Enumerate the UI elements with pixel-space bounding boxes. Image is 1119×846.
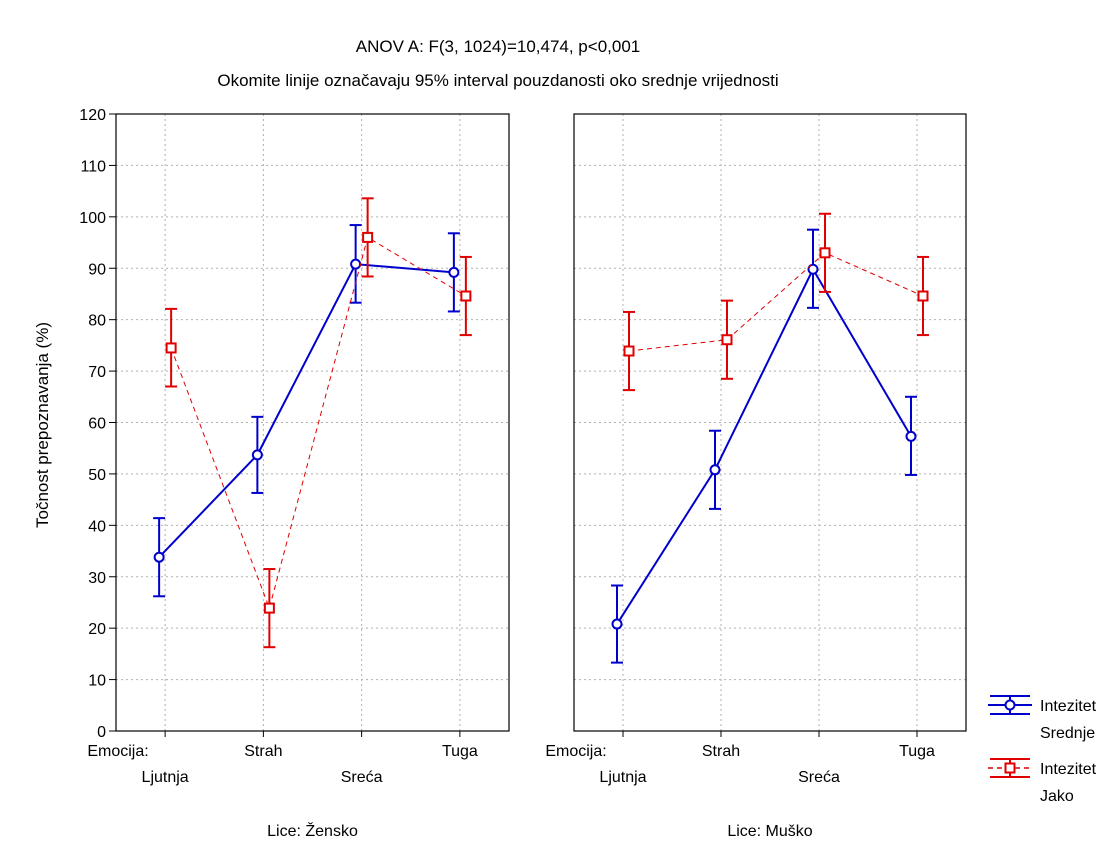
- y-tick-label: 20: [88, 621, 106, 638]
- y-tick-label: 100: [79, 210, 106, 227]
- legend-label: Jako: [1040, 788, 1074, 805]
- legend-marker: [1006, 701, 1015, 710]
- y-tick-label: 120: [79, 107, 106, 124]
- x-tick-label: Ljutnja: [599, 769, 646, 786]
- chart-subtitle: Okomite linije označavaju 95% interval p…: [217, 71, 778, 90]
- chart-title: ANOV A: F(3, 1024)=10,474, p<0,001: [356, 37, 640, 56]
- data-point: [821, 248, 830, 257]
- legend: Intezitet Srednje Intezitet Jako: [988, 696, 1097, 805]
- series-line: [159, 264, 454, 557]
- y-tick-label: 60: [88, 416, 106, 433]
- y-tick-label: 10: [88, 673, 106, 690]
- data-point: [625, 347, 634, 356]
- data-point: [723, 335, 732, 344]
- panel-1: 0 10 20 30 40 50 60 70 80 90 100 110 120 Emocija: Ljut…: [79, 107, 509, 840]
- data-point: [265, 604, 274, 613]
- panel-2: Emocija: Ljutnja Strah Sreća Tuga Lice: Muško: [545, 114, 966, 840]
- series-srednje: [611, 230, 917, 663]
- x-tick-label: Sreća: [341, 769, 383, 786]
- data-point: [907, 432, 916, 441]
- x-tick-label: Tuga: [442, 743, 478, 760]
- panel-label: Lice: Muško: [727, 823, 812, 840]
- x-tick-label: Strah: [244, 743, 282, 760]
- y-tick-label: 30: [88, 570, 106, 587]
- data-point: [461, 292, 470, 301]
- data-point: [613, 620, 622, 629]
- x-tick-label: Ljutnja: [142, 769, 189, 786]
- data-point: [351, 260, 360, 269]
- y-tick-label: 0: [97, 724, 106, 741]
- data-point: [155, 553, 164, 562]
- series-jako: [623, 214, 929, 390]
- legend-title: Intezitet: [1040, 698, 1097, 715]
- y-tick-label: 110: [80, 158, 106, 175]
- panel-label: Lice: Žensko: [267, 821, 358, 840]
- data-point: [363, 233, 372, 242]
- x-tick-label: Tuga: [899, 743, 935, 760]
- y-tick-label: 50: [88, 467, 106, 484]
- legend-item-jako: Intezitet Jako: [988, 759, 1097, 805]
- series-srednje: [153, 225, 460, 596]
- data-point: [167, 343, 176, 352]
- series-line: [617, 269, 911, 624]
- legend-marker: [1006, 764, 1015, 773]
- y-tick-label: 80: [88, 313, 106, 330]
- y-axis-label: Točnost prepoznavanja (%): [33, 322, 52, 528]
- y-tick-label: 40: [88, 518, 106, 535]
- data-point: [919, 292, 928, 301]
- x-tick-label: Sreća: [798, 769, 840, 786]
- data-point: [711, 465, 720, 474]
- data-point: [253, 450, 262, 459]
- y-tick-label: 70: [88, 364, 106, 381]
- y-tick-label: 90: [88, 261, 106, 278]
- plot-area: 0 10 20 30 40 50 60 70 80 90 100 110 120 Emocija: Ljut…: [79, 107, 966, 840]
- series-line: [629, 253, 923, 351]
- legend-label: Srednje: [1040, 725, 1095, 742]
- legend-item-srednje: Intezitet Srednje: [988, 696, 1097, 742]
- legend-title: Intezitet: [1040, 761, 1097, 778]
- x-factor-label: Emocija:: [87, 743, 148, 760]
- data-point: [449, 268, 458, 277]
- x-factor-label: Emocija:: [545, 743, 606, 760]
- x-tick-label: Strah: [702, 743, 740, 760]
